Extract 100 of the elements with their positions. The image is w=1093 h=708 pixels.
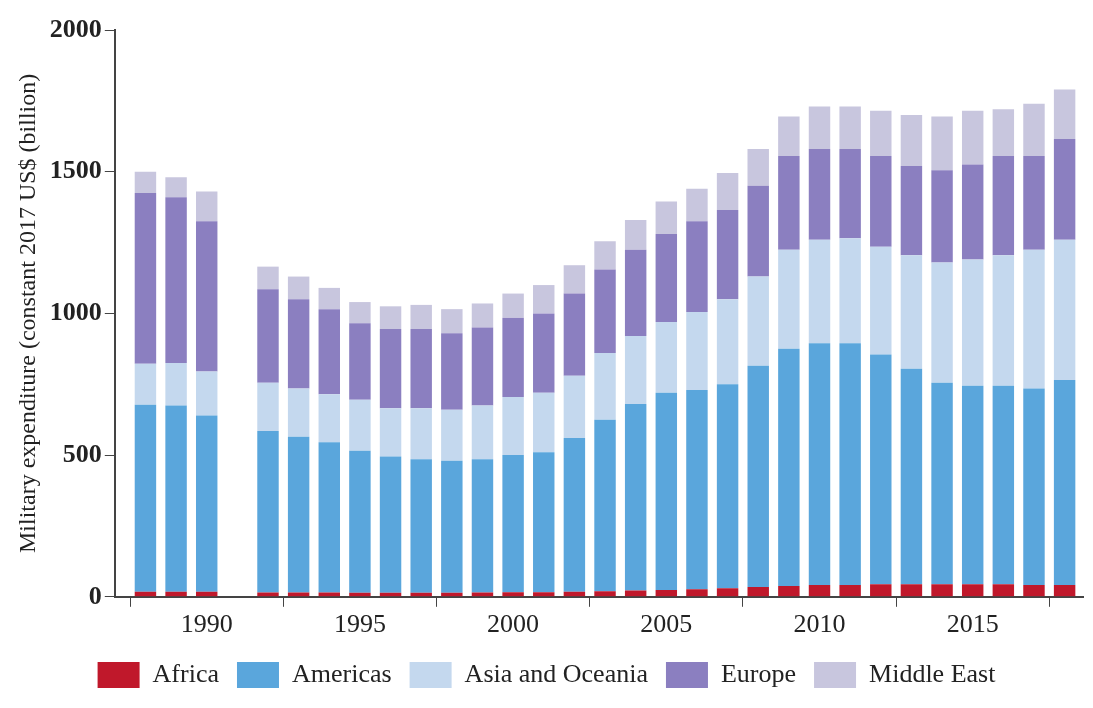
bar <box>134 363 157 405</box>
bar <box>195 221 218 372</box>
bar <box>655 590 678 597</box>
bar <box>655 234 678 322</box>
bar <box>594 269 616 354</box>
legend-label: Europe <box>720 658 797 688</box>
y-tick-label: 1500 <box>49 155 102 185</box>
x-tick-label: 2015 <box>946 609 999 639</box>
bar <box>287 276 310 300</box>
bar <box>839 584 861 597</box>
bar <box>1023 584 1045 597</box>
bar <box>533 392 555 453</box>
bar <box>502 592 524 597</box>
bar <box>655 201 678 235</box>
bar <box>594 353 616 420</box>
bar <box>808 584 831 597</box>
bar <box>257 289 279 383</box>
bar <box>716 299 739 385</box>
bar <box>961 110 984 165</box>
bar <box>686 188 708 222</box>
bar <box>716 173 739 210</box>
bar <box>992 584 1015 597</box>
bar <box>992 255 1015 386</box>
bar <box>778 249 800 349</box>
bar <box>441 333 463 410</box>
bar <box>1053 380 1076 585</box>
bar <box>1053 89 1076 140</box>
bar <box>961 164 984 260</box>
bar <box>686 389 708 590</box>
y-tick-label: 2000 <box>49 13 102 43</box>
bar <box>686 589 708 597</box>
bar <box>624 336 647 405</box>
bar <box>533 592 555 597</box>
bar <box>349 302 371 324</box>
bar <box>471 405 494 460</box>
y-axis-title: Military expenditure (constant 2017 US$ (billion) <box>13 73 40 554</box>
bar <box>441 460 463 593</box>
x-tick-label: 1995 <box>333 609 386 639</box>
bar <box>1023 388 1045 585</box>
bar <box>533 313 555 393</box>
bar <box>808 106 831 150</box>
bar <box>900 368 923 585</box>
bar <box>900 584 923 597</box>
bar <box>992 109 1015 157</box>
bar <box>931 262 953 383</box>
bar <box>318 287 340 310</box>
bar <box>257 431 279 593</box>
bar <box>870 584 892 597</box>
x-tick-label: 2010 <box>793 609 846 639</box>
bar <box>931 584 953 597</box>
bar <box>870 246 892 355</box>
bar <box>134 171 157 193</box>
bar <box>379 456 402 593</box>
bar <box>961 584 984 597</box>
bar <box>563 293 586 376</box>
bar <box>900 255 923 369</box>
bar <box>471 327 494 406</box>
bar <box>287 436 310 593</box>
bar <box>961 259 984 386</box>
bar <box>961 385 984 585</box>
bar <box>318 394 340 443</box>
bar <box>1053 239 1076 380</box>
bar <box>808 149 831 240</box>
bar <box>624 404 647 591</box>
bar <box>686 311 708 390</box>
y-tick-label: 500 <box>62 438 102 468</box>
bar <box>624 219 647 250</box>
bar <box>1023 156 1045 250</box>
bar <box>287 388 310 437</box>
bar <box>410 408 432 460</box>
bar <box>471 303 494 328</box>
bar <box>502 293 524 318</box>
bar <box>808 343 831 585</box>
legend-label: Americas <box>291 658 392 688</box>
y-tick-label: 0 <box>88 580 102 610</box>
bar <box>747 365 769 587</box>
bar <box>287 299 310 389</box>
bar <box>379 408 402 457</box>
bar <box>594 241 616 270</box>
bar <box>471 459 494 593</box>
bar <box>686 221 708 312</box>
bar <box>778 586 800 597</box>
bar <box>716 384 739 589</box>
bar <box>778 116 800 157</box>
bar <box>379 306 402 329</box>
bar <box>747 149 769 186</box>
bar <box>533 452 555 593</box>
bar <box>410 304 432 329</box>
bar <box>563 265 586 294</box>
bar <box>165 177 187 198</box>
y-tick-label: 1000 <box>49 297 102 327</box>
bar <box>1053 139 1076 240</box>
bar <box>747 586 769 597</box>
bar <box>747 276 769 366</box>
x-tick-label: 2005 <box>640 609 693 639</box>
bar <box>441 309 463 334</box>
bar <box>195 191 218 222</box>
bar <box>931 116 953 171</box>
bar <box>349 450 371 593</box>
bar <box>839 238 861 344</box>
